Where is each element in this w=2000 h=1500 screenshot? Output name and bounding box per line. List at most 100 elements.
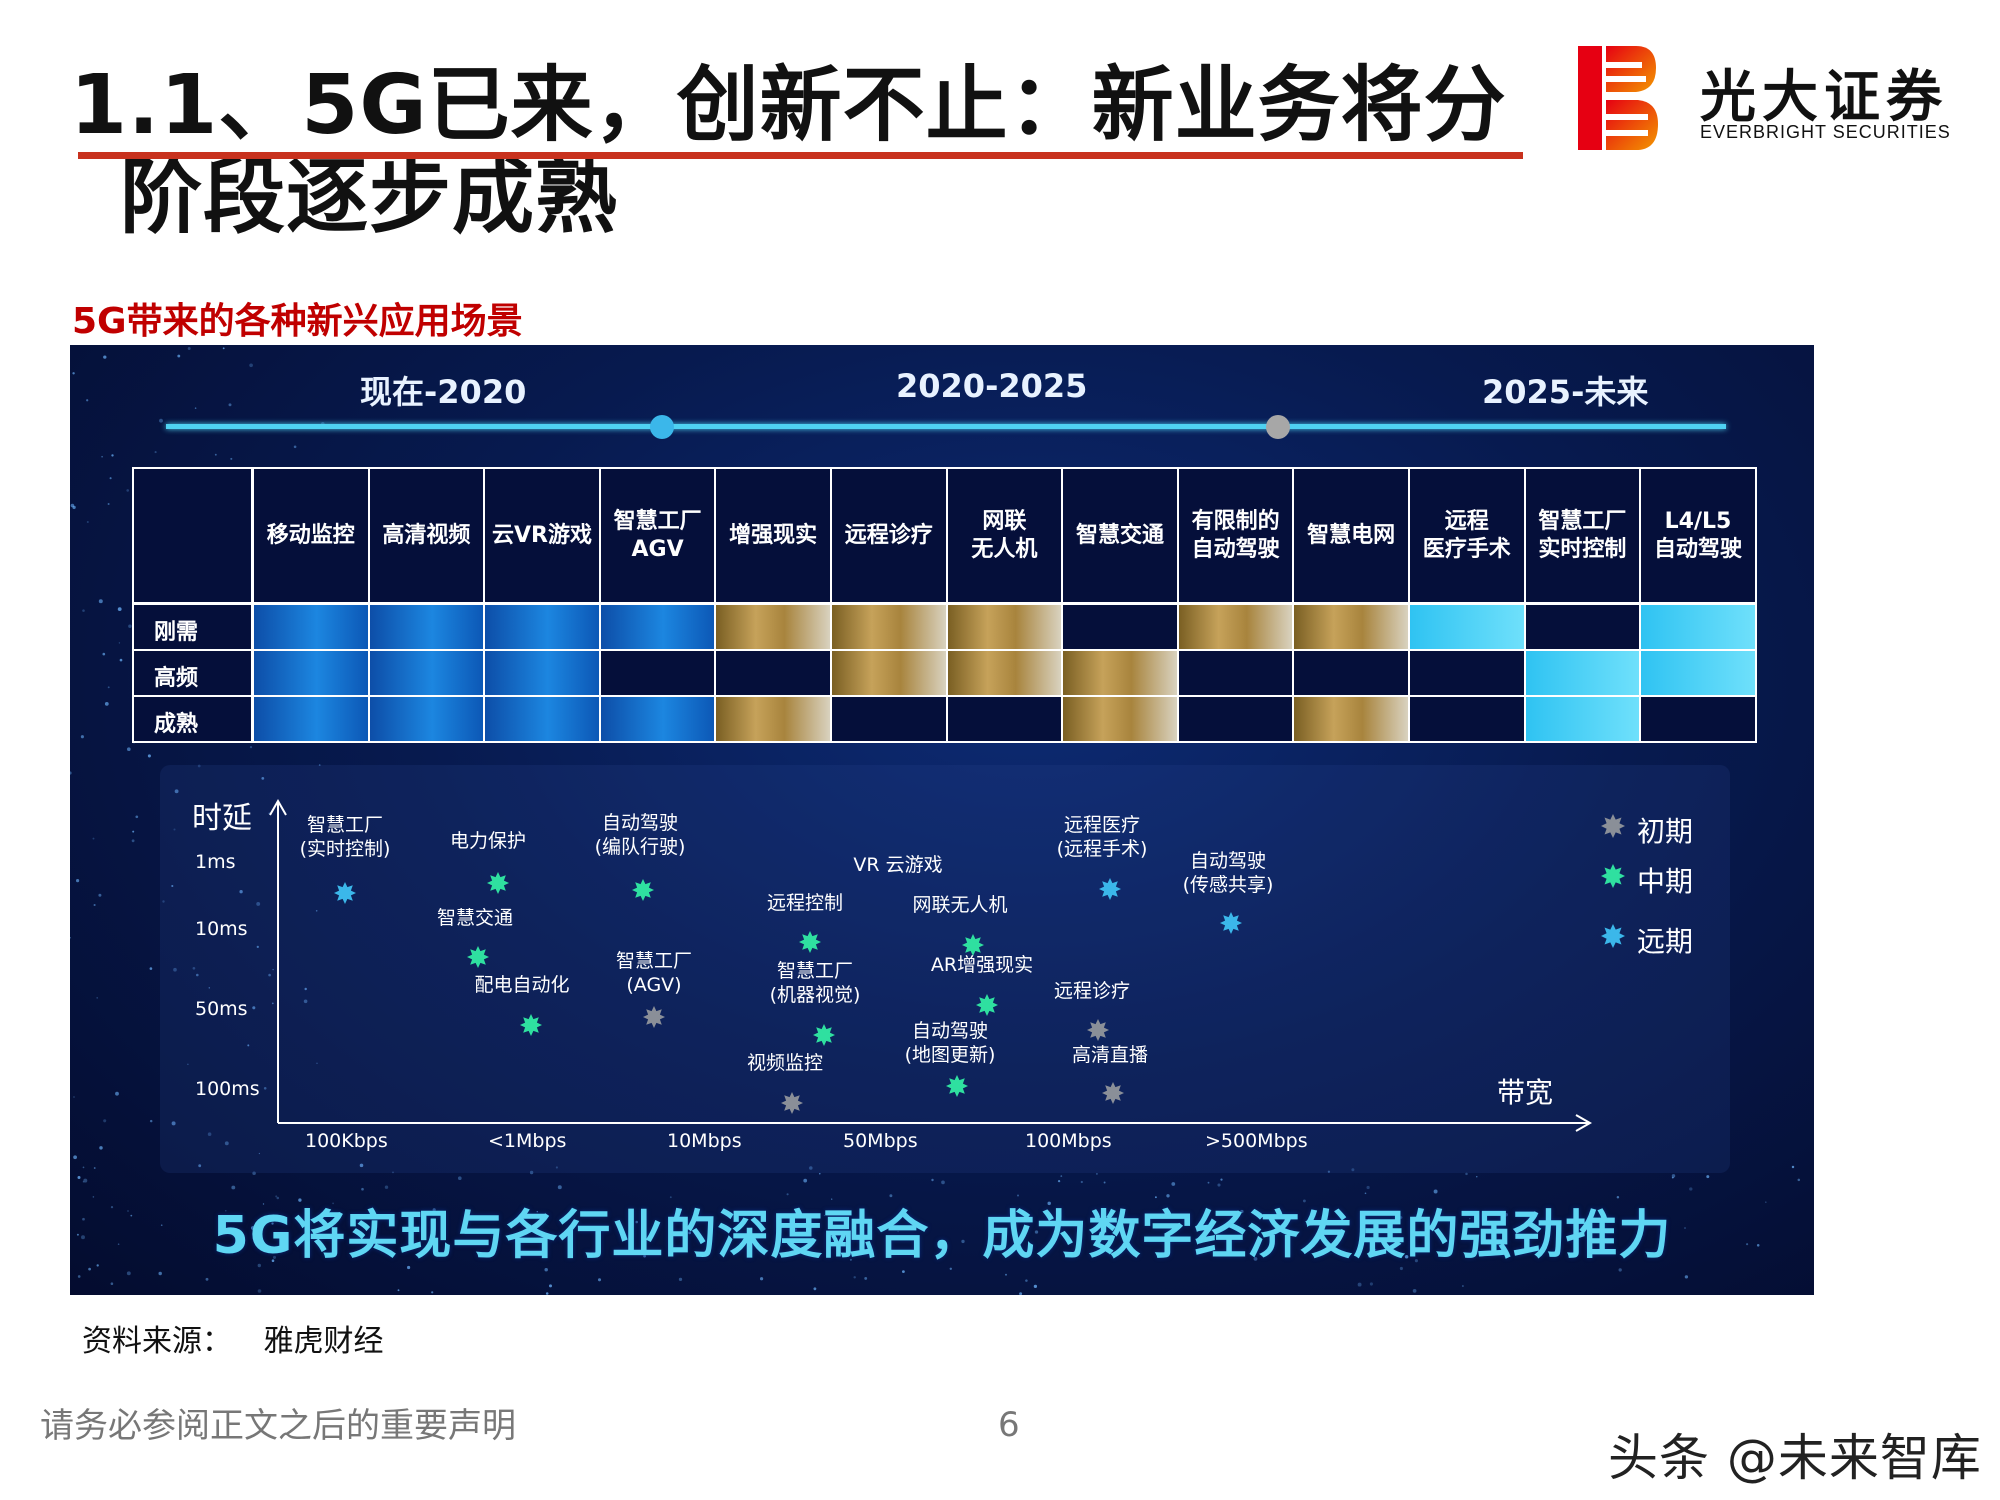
table-cell-none	[1639, 695, 1757, 743]
column-header-label: 智慧交通	[1075, 522, 1164, 548]
x-tick-label: <1Mbps	[488, 1130, 567, 1152]
data-point-star-icon	[781, 1092, 803, 1114]
table-column-header: 远程诊疗	[830, 467, 948, 604]
table-cell-gold	[1292, 603, 1410, 651]
row-label: 刚需	[154, 620, 199, 645]
table-column-header: 网联 无人机	[945, 467, 1064, 604]
row-label: 成熟	[154, 712, 199, 737]
table-column-header: 云VR游戏	[483, 467, 601, 604]
column-header-label: 移动监控	[266, 522, 355, 548]
data-point-star-icon	[946, 1075, 968, 1097]
title-underline	[78, 152, 1523, 159]
data-point-star-icon	[632, 879, 654, 901]
y-axis-arrow-icon	[269, 798, 287, 816]
legend-star-icon	[1601, 864, 1625, 888]
x-axis-label: 带宽	[1497, 1076, 1554, 1109]
page-title-line1: 1.1、5G已来，创新不止：新业务将分	[70, 58, 1507, 153]
column-header-label: 远程 医疗手术	[1422, 508, 1511, 562]
y-tick-label: 100ms	[195, 1078, 260, 1100]
table-cell-blue	[483, 695, 601, 743]
data-point-label: 远程控制	[766, 892, 844, 914]
table-column-header: L4/L5 自动驾驶	[1639, 467, 1757, 604]
data-point-label: 视频监控	[746, 1052, 824, 1074]
data-point-star-icon	[334, 882, 356, 904]
data-point-label: 远程诊疗	[1053, 980, 1131, 1002]
data-point-label: 高清直播	[1071, 1044, 1149, 1066]
timeline-marker-2020	[650, 415, 674, 439]
table-cell-none	[1292, 649, 1410, 697]
data-point-star-icon	[1220, 912, 1242, 934]
column-header-label: 网联 无人机	[971, 508, 1038, 562]
table-column-header: 智慧电网	[1292, 467, 1410, 604]
data-point-star-icon	[1102, 1082, 1124, 1104]
everbright-logo: 光大证券 EVERBRIGHT SECURITIES	[1578, 46, 1956, 150]
table-column-header: 增强现实	[714, 467, 832, 604]
column-header-label: 智慧电网	[1307, 522, 1396, 548]
column-header-label: 智慧工厂 实时控制	[1538, 508, 1627, 562]
table-cell-gold	[714, 695, 832, 743]
everbright-logo-mark-icon	[1578, 46, 1658, 150]
data-point-label: 智慧工厂 (AGV)	[615, 950, 693, 996]
data-point-label: 自动驾驶 (传感共享)	[1182, 850, 1274, 896]
row-label: 高频	[154, 666, 199, 691]
y-tick-label: 1ms	[195, 851, 236, 873]
page-number: 6	[998, 1405, 1020, 1445]
table-cell-blue	[367, 649, 486, 697]
legend-item: 初期	[1637, 815, 1694, 848]
data-point-label: VR 云游戏	[853, 854, 943, 876]
data-point-label: 智慧交通	[436, 907, 514, 929]
data-point-star-icon	[1087, 1019, 1109, 1041]
table-cell-gold	[945, 649, 1064, 697]
table-cell-none	[830, 695, 948, 743]
data-point-star-icon	[813, 1024, 835, 1046]
latency-bandwidth-axes	[269, 798, 1625, 1132]
table-column-header: 有限制的 自动驾驶	[1176, 467, 1295, 604]
data-point-star-icon	[1099, 878, 1121, 900]
watermark-text: 头条 @未来智库	[1608, 1429, 1982, 1487]
data-point-label: 自动驾驶 (地图更新)	[904, 1020, 996, 1066]
y-tick-label: 50ms	[195, 998, 248, 1020]
table-column-header: 高清视频	[367, 467, 486, 604]
source-label: 资料来源：	[82, 1324, 232, 1359]
legend-star-icon	[1601, 924, 1625, 948]
data-point-star-icon	[976, 994, 998, 1016]
infographic-panel: 现在-2020 2020-2025 2025-未来 移动监控 高清视频 云VR游戏智…	[70, 345, 1814, 1295]
table-row-header: 刚需	[132, 603, 253, 651]
page-title: 1.1、5G已来，创新不止：新业务将分 阶段逐步成熟	[70, 60, 1507, 244]
table-cell-blue	[367, 695, 486, 743]
column-header-label: 智慧工厂 AGV	[613, 508, 702, 562]
data-point-label: 电力保护	[449, 830, 527, 852]
logo-english-name: EVERBRIGHT SECURITIES	[1700, 122, 1951, 142]
source-value: 雅虎财经	[263, 1324, 384, 1359]
data-point-label: 配电自动化	[474, 974, 570, 996]
data-point-star-icon	[467, 946, 489, 968]
timeline-marker-2025	[1266, 415, 1290, 439]
column-header-label: L4/L5 自动驾驶	[1653, 508, 1742, 562]
data-point-label: 网联无人机	[912, 894, 1008, 916]
data-point-star-icon	[962, 934, 984, 956]
data-point-label: 智慧工厂 (机器视觉)	[769, 960, 861, 1006]
x-axis-arrow-icon	[1575, 1114, 1593, 1132]
table-cell-none	[1061, 603, 1179, 651]
table-cell-cyan	[1523, 695, 1642, 743]
table-cell-blue	[598, 603, 717, 651]
x-tick-label: 100Mbps	[1025, 1130, 1112, 1152]
logo-chinese-name: 光大证券	[1700, 65, 1948, 130]
table-cell-cyan	[1639, 649, 1757, 697]
data-point-label: 智慧工厂 (实时控制)	[299, 814, 391, 860]
data-point-star-icon	[520, 1014, 542, 1036]
legend-star-icon	[1601, 814, 1625, 838]
page-title-line2: 阶段逐步成熟	[120, 150, 619, 245]
column-header-label: 高清视频	[382, 522, 471, 548]
figure-caption: 5G带来的各种新兴应用场景	[72, 301, 523, 342]
table-cell-none	[714, 649, 832, 697]
data-point-label: 远程医疗 (远程手术)	[1056, 814, 1148, 860]
table-column-header: 智慧工厂 实时控制	[1523, 467, 1642, 604]
y-tick-label: 10ms	[195, 918, 248, 940]
y-axis-label: 时延	[192, 801, 252, 836]
legend-item: 中期	[1637, 865, 1694, 898]
column-header-label: 增强现实	[729, 522, 818, 548]
column-header-label: 有限制的 自动驾驶	[1191, 508, 1280, 562]
legend-item: 远期	[1637, 925, 1694, 958]
x-tick-label: 10Mbps	[667, 1130, 742, 1152]
